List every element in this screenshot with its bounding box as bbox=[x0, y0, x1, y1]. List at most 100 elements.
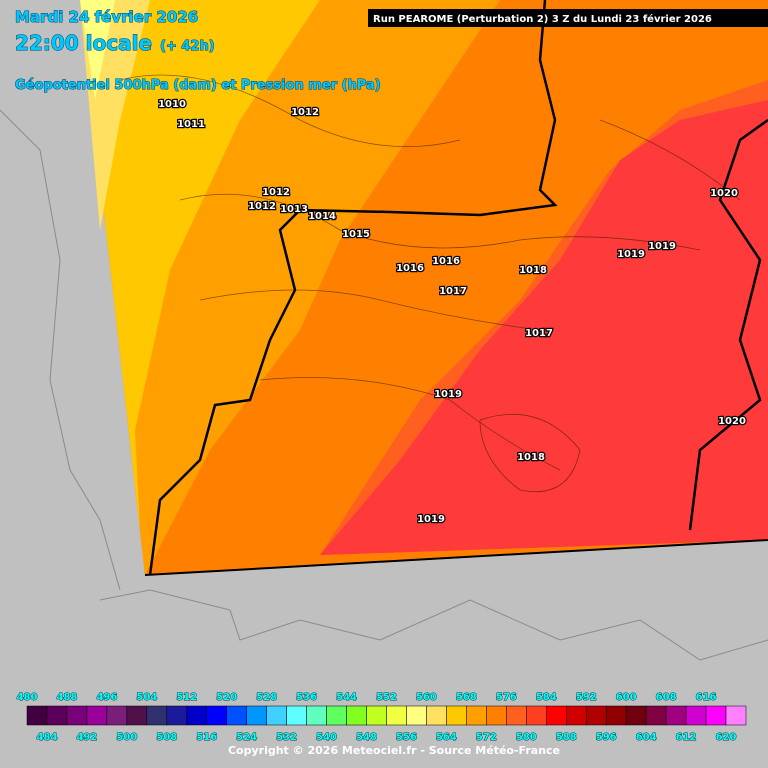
colorbar-cell bbox=[266, 705, 287, 726]
colorbar-cell bbox=[346, 705, 367, 726]
colorbar-label: 516 bbox=[196, 732, 217, 743]
colorbar-cell bbox=[705, 705, 727, 726]
colorbar-cell bbox=[386, 705, 407, 726]
colorbar-label: 520 bbox=[216, 692, 237, 703]
colorbar-label: 564 bbox=[436, 732, 457, 743]
colorbar-cell bbox=[106, 705, 128, 726]
colorbar-label: 588 bbox=[556, 732, 577, 743]
isobar-label: 1018 bbox=[517, 452, 545, 463]
colorbar-cell bbox=[446, 705, 467, 726]
colorbar-cell bbox=[546, 705, 567, 726]
colorbar-label: 616 bbox=[696, 692, 717, 703]
colorbar-cell bbox=[585, 705, 607, 726]
colorbar-cell bbox=[486, 705, 507, 726]
time: 22:00 locale bbox=[15, 31, 152, 55]
isobar-label: 1019 bbox=[617, 249, 645, 260]
colorbar-label: 600 bbox=[616, 692, 637, 703]
colorbar-cell bbox=[146, 705, 168, 726]
isobars bbox=[119, 74, 741, 492]
colorbar-label: 592 bbox=[576, 692, 597, 703]
colorbar-label: 584 bbox=[536, 692, 557, 703]
colorbar-cell bbox=[66, 705, 88, 726]
colorbar-cell bbox=[306, 705, 327, 726]
isobar-label: 1013 bbox=[280, 204, 308, 215]
colorbar-cell bbox=[26, 705, 48, 726]
colorbar-cell bbox=[605, 705, 627, 726]
isobar-label: 1017 bbox=[439, 286, 467, 297]
isobar-label: 1020 bbox=[718, 416, 746, 427]
isobar-label: 1012 bbox=[262, 187, 290, 198]
isobar-label: 1018 bbox=[519, 265, 547, 276]
isobar-label: 1015 bbox=[342, 229, 370, 240]
colorbar-cell bbox=[566, 705, 587, 726]
colorbar-label: 536 bbox=[296, 692, 317, 703]
isobar-label: 1019 bbox=[417, 514, 445, 525]
isobar-label: 1010 bbox=[158, 99, 186, 110]
colorbar-label: 492 bbox=[76, 732, 97, 743]
pressure-field bbox=[80, 0, 768, 575]
colorbar-label: 508 bbox=[156, 732, 177, 743]
colorbar-label: 528 bbox=[256, 692, 277, 703]
colorbar-cell bbox=[186, 705, 207, 726]
colorbar-cell bbox=[725, 705, 747, 726]
isobar-label: 1020 bbox=[710, 188, 738, 199]
colorbar-cell bbox=[645, 705, 667, 726]
isobar-label: 1011 bbox=[177, 119, 205, 130]
run-box bbox=[368, 9, 768, 27]
colorbar-cell bbox=[226, 705, 247, 726]
colorbar-cell bbox=[506, 705, 527, 726]
colorbar-cell bbox=[526, 705, 547, 726]
colorbar-label: 604 bbox=[636, 732, 657, 743]
isobar-label: 1016 bbox=[432, 256, 460, 267]
date: Mardi 24 février 2026 bbox=[15, 8, 198, 26]
run-label: Run PEAROME (Perturbation 2) 3 Z du Lund… bbox=[373, 13, 712, 25]
colorbar-label: 572 bbox=[476, 732, 497, 743]
copyright: Copyright © 2026 Meteociel.fr - Source M… bbox=[228, 744, 560, 757]
colorbar-cell bbox=[665, 705, 687, 726]
colorbar-label: 524 bbox=[236, 732, 257, 743]
colorbar-label: 556 bbox=[396, 732, 417, 743]
colorbar-label: 532 bbox=[276, 732, 297, 743]
colorbar-label: 612 bbox=[676, 732, 697, 743]
colorbar-label: 568 bbox=[456, 692, 477, 703]
lead-time: (+ 42h) bbox=[160, 39, 215, 54]
colorbar-label: 580 bbox=[516, 732, 537, 743]
coastline bbox=[0, 109, 121, 591]
colorbar-cell bbox=[466, 705, 487, 726]
colorbar-cell bbox=[326, 705, 347, 726]
colorbar-label: 480 bbox=[17, 692, 38, 703]
colorbar-label: 544 bbox=[336, 692, 357, 703]
colorbar-label: 512 bbox=[176, 692, 197, 703]
colorbar-label: 608 bbox=[656, 692, 677, 703]
colorbar-cell bbox=[86, 705, 108, 726]
colorbar-label: 504 bbox=[136, 692, 157, 703]
isobar-label: 1012 bbox=[248, 201, 276, 212]
field-name: Géopotentiel 500hPa (dam) et Pression me… bbox=[15, 78, 381, 93]
isobar-label: 1016 bbox=[396, 263, 424, 274]
colorbar-cell bbox=[685, 705, 707, 726]
colorbar-label: 500 bbox=[116, 732, 137, 743]
colorbar-label: 484 bbox=[37, 732, 58, 743]
colorbar-label: 496 bbox=[96, 692, 117, 703]
colorbar-label: 552 bbox=[376, 692, 397, 703]
colorbar-cell bbox=[406, 705, 427, 726]
colorbar-label: 620 bbox=[716, 732, 737, 743]
border bbox=[148, 0, 558, 576]
colorbar-cell bbox=[286, 705, 307, 726]
colorbar-label: 576 bbox=[496, 692, 517, 703]
isobar-label: 1012 bbox=[291, 107, 319, 118]
colorbar: 480 484 488 492 496 500 504 508 512 516 520 524 528 5… bbox=[16, 692, 747, 744]
colorbar-label: 596 bbox=[596, 732, 617, 743]
isobar-label: 1019 bbox=[434, 389, 462, 400]
isobar-label: 1014 bbox=[308, 211, 336, 222]
colorbar-cell bbox=[246, 705, 267, 726]
colorbar-cell bbox=[625, 705, 647, 726]
colorbar-label: 540 bbox=[316, 732, 337, 743]
domain-edge bbox=[144, 539, 768, 576]
isobar-label: 1019 bbox=[648, 241, 676, 252]
coastline bbox=[99, 589, 768, 661]
colorbar-label: 560 bbox=[416, 692, 437, 703]
colorbar-cell bbox=[366, 705, 387, 726]
